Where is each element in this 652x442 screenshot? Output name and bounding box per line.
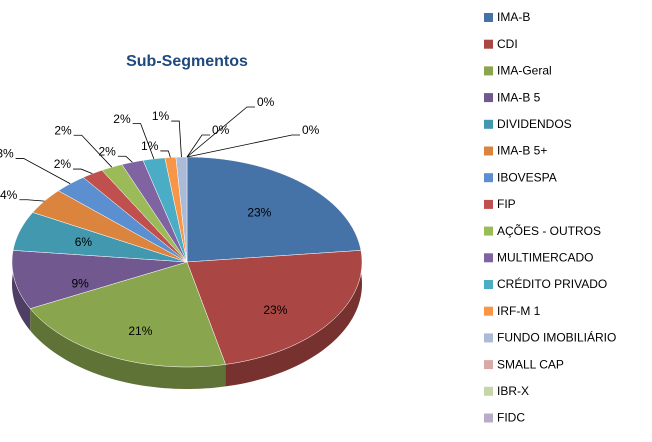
leader-line <box>160 150 171 158</box>
data-label: 2% <box>54 157 72 171</box>
legend-swatch <box>484 226 493 236</box>
data-label: 2% <box>98 144 116 158</box>
pie-slice <box>82 169 188 263</box>
legend-swatch <box>484 386 493 396</box>
legend-label: IBOVESPA <box>497 170 557 184</box>
chart-title: Sub-Segmentos <box>126 53 248 70</box>
legend-swatch <box>484 333 493 343</box>
legend-label: FIP <box>497 197 516 211</box>
legend-swatch <box>484 39 493 49</box>
data-label: 0% <box>302 123 320 137</box>
pie-slice <box>121 160 188 263</box>
legend-swatch <box>484 119 493 129</box>
leader-line <box>132 123 155 160</box>
legend-label: DIVIDENDOS <box>497 117 572 131</box>
legend-label: AÇÕES - OUTROS <box>497 223 601 238</box>
legend-label: IMA-B 5+ <box>497 144 547 158</box>
legend-label: CRÉDITO PRIVADO <box>497 276 607 291</box>
pie-slice <box>186 156 362 263</box>
leader-line <box>73 134 113 168</box>
data-label: 4% <box>0 188 18 202</box>
pie-slice <box>12 212 188 263</box>
legend-label: CDI <box>497 37 518 51</box>
legend-swatch <box>484 66 493 76</box>
pie-slice <box>29 261 226 368</box>
legend-label: SMALL CAP <box>497 357 564 371</box>
leader-line <box>117 155 133 163</box>
data-label: 0% <box>257 95 275 109</box>
data-label: 23% <box>263 303 287 317</box>
data-label: 21% <box>128 324 152 338</box>
data-label: 6% <box>75 235 93 249</box>
legend-label: IMA-B <box>497 10 530 24</box>
legend-swatch <box>484 199 493 209</box>
leader-line <box>186 134 300 158</box>
pie-slice <box>186 250 363 365</box>
legend-swatch <box>484 173 493 183</box>
legend-label: MULTIMERCADO <box>497 250 593 264</box>
legend-swatch <box>484 93 493 103</box>
legend-label: IMA-Geral <box>497 64 552 78</box>
pie-slice <box>11 250 188 309</box>
data-label: 2% <box>113 112 131 126</box>
data-label: 9% <box>71 276 89 290</box>
leader-line <box>19 199 45 202</box>
slice-side <box>30 308 226 389</box>
data-label: 1% <box>152 109 170 123</box>
data-label: 0% <box>212 123 230 137</box>
leader-line <box>171 120 182 158</box>
leader-line <box>186 134 210 158</box>
leader-line <box>15 158 71 185</box>
data-label: 2% <box>54 123 72 137</box>
legend-label: FIDC <box>497 411 525 425</box>
leader-line <box>73 168 93 175</box>
legend-label: IRF-M 1 <box>497 304 541 318</box>
legend-swatch <box>484 146 493 156</box>
legend-swatch <box>484 253 493 263</box>
pie-slice <box>101 164 188 263</box>
data-label: 1% <box>141 139 159 153</box>
leader-line <box>186 106 255 158</box>
legend-swatch <box>484 306 493 316</box>
data-label: 23% <box>247 206 271 220</box>
pie-slice <box>175 156 188 263</box>
legend-swatch <box>484 360 493 370</box>
legend-swatch <box>484 413 493 423</box>
legend-swatch <box>484 280 493 289</box>
pie-slice <box>32 190 188 263</box>
data-label: 3% <box>0 147 14 161</box>
legend-label: IMA-B 5 <box>497 90 541 104</box>
pie-slice <box>57 177 188 263</box>
slice-side <box>12 250 31 331</box>
legend-label: IBR-X <box>497 384 529 398</box>
legend-swatch <box>484 13 493 22</box>
pie-slice <box>142 157 188 263</box>
legend-label: FUNDO IMOBILIÁRIO <box>497 330 616 345</box>
